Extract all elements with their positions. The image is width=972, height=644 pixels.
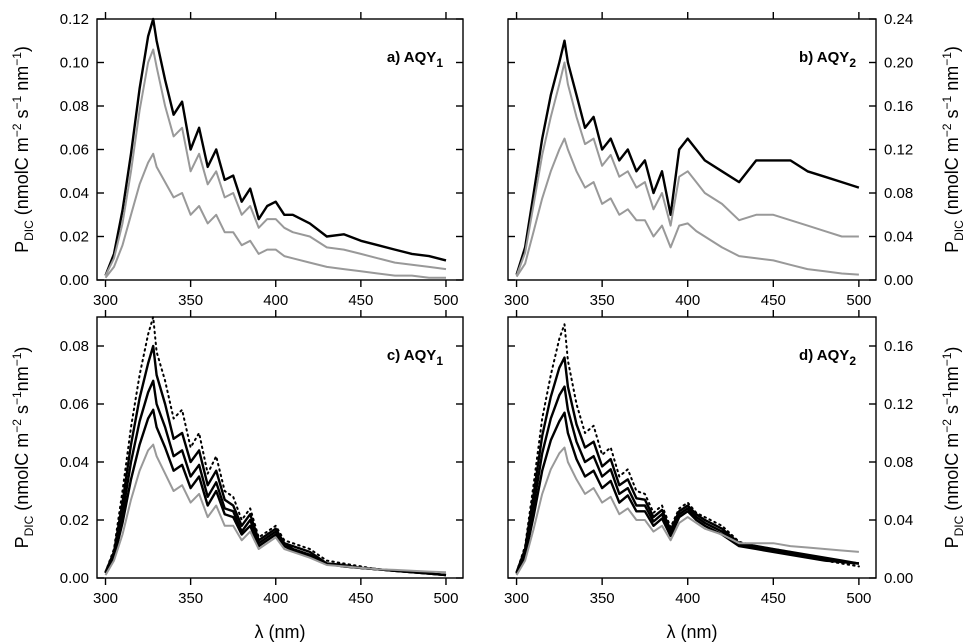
- series-line-c-5: [104, 443, 447, 576]
- x-tick-label: 450: [348, 292, 373, 309]
- series-line-c-2: [104, 344, 447, 577]
- y-axis-label: PDIC (nmolC m−2 s−1nm−1): [940, 347, 966, 549]
- panel-title-b: b) AQY2: [799, 49, 856, 70]
- y-tick-label: 0.10: [60, 55, 89, 72]
- x-tick-label: 500: [433, 292, 458, 309]
- y-tick-label: 0.08: [884, 454, 913, 471]
- y-tick-label: 0.00: [60, 570, 89, 587]
- y-tick-label: 0.16: [884, 338, 913, 355]
- series-line-d-4: [515, 411, 860, 575]
- x-tick-label: 450: [761, 590, 786, 607]
- plot-frame-c: [96, 316, 464, 579]
- y-axis-label: PDIC (nmolC m−2 s−1nm−1): [10, 347, 36, 549]
- x-tick-label: 450: [761, 292, 786, 309]
- series-line-b-3: [515, 137, 859, 278]
- series-line-c-3: [104, 379, 447, 577]
- panel-a: 300 350 400 450 500 0.00 0.02 0.04 0.06 0.08 0.10 0…: [10, 11, 464, 309]
- x-tick-label: 500: [433, 590, 458, 607]
- x-tick-label: 500: [846, 292, 871, 309]
- x-tick-label: 350: [178, 590, 203, 607]
- x-tick-label: 400: [675, 292, 700, 309]
- x-tick-label: 500: [846, 590, 871, 607]
- y-tick-label: 0.00: [884, 272, 913, 289]
- series-line-d-5: [515, 446, 859, 576]
- series-line-d-3: [515, 385, 860, 575]
- y-tick-label: 0.06: [60, 396, 89, 413]
- series-line-c-4: [104, 408, 447, 577]
- series-line-a-2: [104, 48, 447, 277]
- y-tick-label: 0.02: [60, 229, 89, 246]
- x-axis-label: λ (nm): [667, 622, 718, 642]
- series-line-a-3: [104, 152, 446, 279]
- panel-title-c: c) AQY1: [387, 347, 443, 368]
- y-axis-label: PDIC (nmolC m−2 s−1 nm−1): [10, 46, 36, 253]
- y-tick-label: 0.20: [884, 55, 913, 72]
- y-tick-label: 0.12: [60, 11, 89, 28]
- panel-title-d: d) AQY2: [799, 347, 856, 368]
- y-tick-label: 0.08: [884, 185, 913, 202]
- x-tick-label: 400: [675, 590, 700, 607]
- x-tick-label: 300: [93, 590, 118, 607]
- y-tick-label: 0.08: [60, 98, 89, 115]
- series-line-d-2: [515, 356, 860, 573]
- y-tick-label: 0.08: [60, 338, 89, 355]
- x-tick-label: 300: [504, 292, 529, 309]
- x-tick-label: 300: [504, 590, 529, 607]
- y-tick-label: 0.02: [60, 512, 89, 529]
- panel-b: 300 350 400 450 500 0.00 0.04 0.08 0.12 0.16 0.20 0…: [504, 11, 966, 309]
- x-tick-label: 400: [263, 590, 288, 607]
- x-tick-label: 350: [590, 590, 615, 607]
- panel-title-a: a) AQY1: [387, 49, 443, 70]
- series-line-c-1: [104, 316, 447, 577]
- y-tick-label: 0.04: [60, 185, 89, 202]
- y-tick-label: 0.00: [884, 570, 913, 587]
- panel-c: 300 350 400 450 500 0.00 0.02 0.04 0.06 0.08 c) AQ…: [10, 310, 464, 642]
- y-tick-label: 0.04: [60, 454, 89, 471]
- y-tick-label: 0.06: [60, 142, 89, 159]
- y-tick-label: 0.16: [884, 98, 913, 115]
- y-tick-label: 0.04: [884, 229, 913, 246]
- y-tick-label: 0.12: [884, 396, 913, 413]
- series-line-b-2: [515, 61, 859, 276]
- x-tick-label: 350: [178, 292, 203, 309]
- y-tick-label: 0.00: [60, 272, 89, 289]
- y-tick-label: 0.12: [884, 142, 913, 159]
- y-tick-label: 0.04: [884, 512, 913, 529]
- x-tick-label: 450: [348, 590, 373, 607]
- series-line-a-1: [104, 17, 447, 277]
- x-tick-label: 300: [93, 292, 118, 309]
- panel-d: 300 350 400 450 500 0.00 0.04 0.08 0.12 0.16 d) AQ…: [504, 310, 966, 642]
- plot-frame-d: [507, 316, 877, 579]
- x-tick-label: 350: [590, 292, 615, 309]
- y-axis-label: PDIC (nmolC m−2 s−1 nm−1): [940, 46, 966, 253]
- y-tick-label: 0.24: [884, 11, 913, 28]
- series-line-b-1: [515, 39, 860, 275]
- x-tick-label: 400: [263, 292, 288, 309]
- x-axis-label: λ (nm): [255, 622, 306, 642]
